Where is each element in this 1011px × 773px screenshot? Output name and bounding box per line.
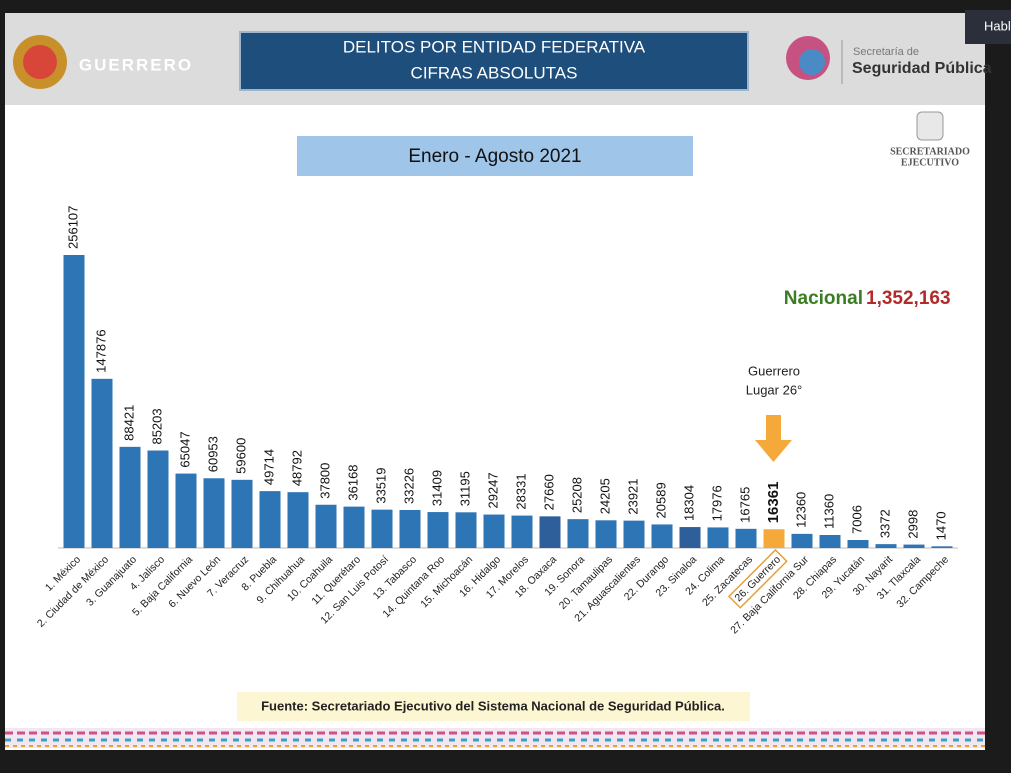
value-label: 31409	[429, 470, 444, 506]
bar	[63, 255, 85, 548]
value-label: 16765	[737, 487, 752, 523]
value-label: 2998	[905, 510, 920, 539]
value-label: 18304	[681, 485, 696, 521]
bar	[511, 515, 533, 548]
bar	[231, 479, 253, 548]
ssp-logo-inner	[799, 49, 825, 75]
value-label: 25208	[569, 477, 584, 513]
bar	[847, 539, 869, 548]
bar	[455, 512, 477, 548]
ssp-big: Seguridad Pública	[852, 60, 992, 77]
value-label: 88421	[121, 405, 136, 441]
arrow	[755, 415, 792, 462]
bar	[427, 512, 449, 548]
national-value: 1,352,163	[866, 288, 951, 309]
title-box	[239, 31, 749, 91]
value-label: 65047	[177, 431, 192, 467]
bar	[791, 533, 813, 548]
subtitle-box	[297, 136, 693, 176]
value-label: 256107	[65, 206, 80, 249]
bar	[819, 535, 841, 548]
ssp-small: Secretaría de	[853, 46, 919, 58]
value-label: 33226	[401, 468, 416, 504]
bar	[763, 529, 785, 548]
bar	[875, 544, 897, 548]
se-text: SECRETARIADO	[890, 146, 970, 157]
value-label: 59600	[233, 438, 248, 474]
value-label: 37800	[317, 463, 332, 499]
bar	[315, 504, 337, 548]
guerrero-note: Guerrero	[748, 363, 800, 378]
value-label: 3372	[877, 509, 892, 538]
value-label: 11360	[821, 494, 836, 529]
bar	[735, 528, 757, 548]
value-label: 60953	[205, 436, 220, 472]
bar	[91, 378, 113, 548]
value-label: 31195	[457, 471, 472, 506]
bar	[623, 520, 645, 548]
bar	[399, 509, 421, 548]
national-label: Nacional	[784, 288, 863, 309]
bar	[595, 520, 617, 548]
value-label: 1470	[933, 511, 948, 540]
value-label: 28331	[513, 473, 528, 509]
chart-title: Enero - Agosto 2021	[408, 146, 581, 167]
bar	[203, 478, 225, 548]
tab-text: Habl	[984, 18, 1011, 33]
value-label: 16361	[765, 482, 782, 524]
value-label: 20589	[653, 482, 668, 518]
value-label: 36168	[345, 464, 360, 500]
source-box	[237, 692, 750, 721]
source: Fuente: Secretariado Ejecutivo del Siste…	[261, 698, 725, 713]
value-label: 7006	[849, 505, 864, 534]
value-label: 48792	[289, 450, 304, 486]
value-label: 23921	[625, 478, 640, 514]
bar	[343, 506, 365, 548]
value-label: 29247	[485, 472, 500, 508]
state-name: GUERRERO	[79, 55, 193, 74]
value-label: 17976	[709, 485, 724, 521]
guerrero-note: Lugar 26°	[746, 382, 803, 397]
bar	[903, 544, 925, 548]
bar	[539, 516, 561, 548]
se-logo	[916, 111, 944, 141]
bar	[287, 492, 309, 548]
highlight-frame	[727, 548, 788, 609]
title-line: DELITOS POR ENTIDAD FEDERATIVA	[343, 37, 646, 56]
value-label: 24205	[597, 478, 612, 514]
bar	[567, 519, 589, 548]
bar	[931, 546, 953, 548]
bar	[651, 524, 673, 548]
value-label: 85203	[149, 408, 164, 444]
bar	[119, 446, 141, 548]
value-label: 49714	[261, 449, 276, 485]
bar	[707, 527, 729, 548]
bar	[679, 527, 701, 548]
state-emblem-inner	[23, 45, 57, 79]
title-line: CIFRAS ABSOLUTAS	[411, 63, 578, 82]
value-label: 27660	[541, 474, 556, 510]
value-label: 33519	[373, 467, 388, 503]
value-label: 147876	[93, 329, 108, 372]
bar	[147, 450, 169, 548]
bar	[483, 514, 505, 548]
bar	[371, 509, 393, 548]
value-label: 12360	[793, 492, 808, 528]
window-tab	[965, 10, 1011, 44]
bar	[175, 473, 197, 548]
bar	[259, 491, 281, 548]
slide	[5, 13, 985, 750]
se-text: EJECUTIVO	[901, 157, 959, 168]
